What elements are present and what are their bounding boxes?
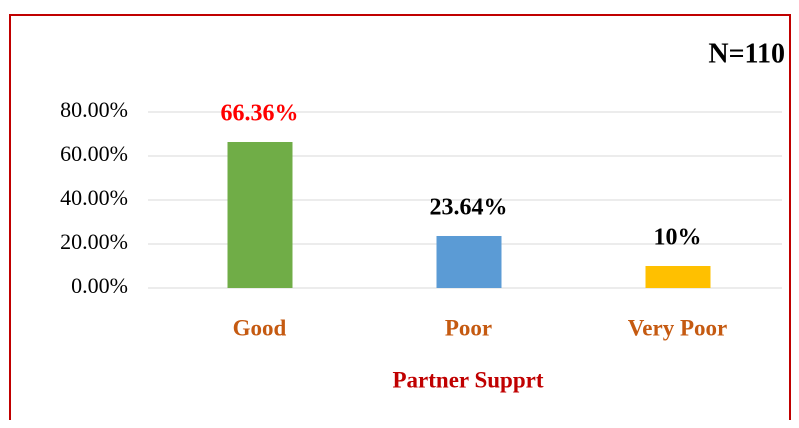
x-tick-label: Good [233, 315, 287, 340]
y-tick-label: 40.00% [60, 185, 128, 210]
y-tick-label: 80.00% [60, 97, 128, 122]
x-tick-label: Poor [445, 315, 492, 340]
bar [227, 142, 293, 288]
bar [645, 266, 711, 288]
y-tick-label: 20.00% [60, 229, 128, 254]
value-label: 66.36% [221, 101, 299, 127]
frame [9, 14, 791, 420]
value-label: 10% [654, 225, 702, 251]
bar [436, 235, 502, 288]
x-tick-label: Very Poor [628, 315, 727, 340]
y-tick-label: 60.00% [60, 141, 128, 166]
x-axis-title: Partner Supprt [393, 367, 544, 392]
value-label: 23.64% [430, 194, 508, 220]
annotation: N=110 [708, 38, 785, 69]
y-tick-label: 0.00% [71, 273, 128, 298]
